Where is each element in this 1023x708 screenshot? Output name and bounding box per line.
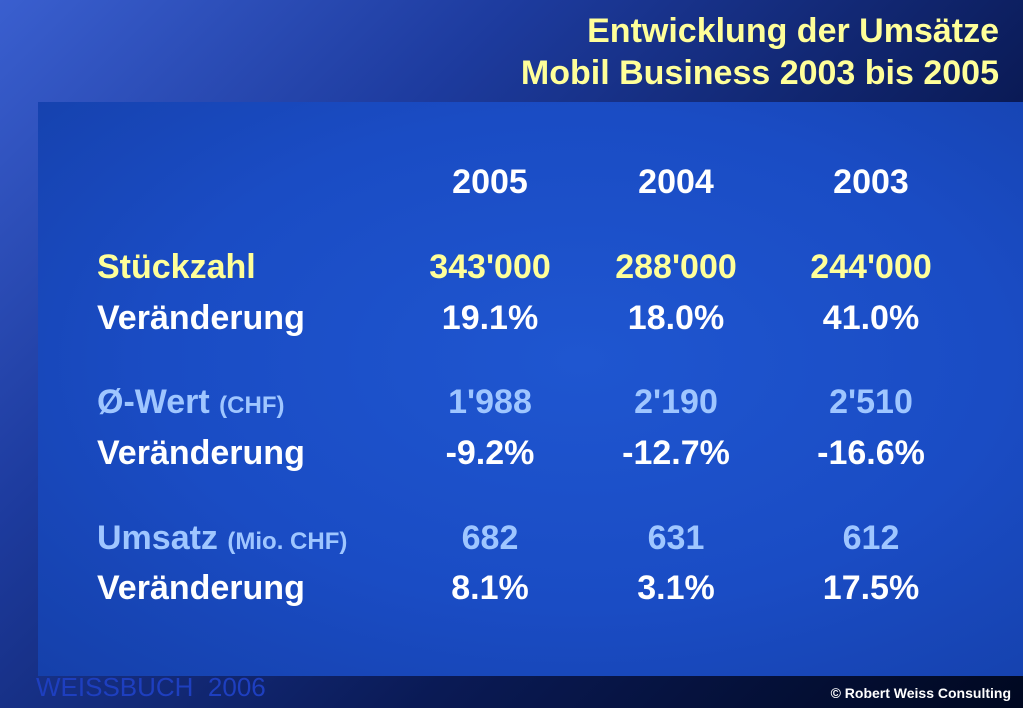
stueckzahl-2004: 288'000 [615, 248, 737, 286]
year-header-2005: 2005 [452, 163, 528, 201]
title-line-1: Entwicklung der Umsätze [587, 12, 999, 50]
stueckzahl-label: Stückzahl [97, 248, 256, 286]
data-table-panel: 2005 2004 2003 Stückzahl 343'000 288'000… [38, 102, 1023, 676]
umsatz-change-2003: 17.5% [822, 569, 920, 607]
wert-2004: 2'190 [634, 383, 718, 421]
umsatz-label: Umsatz (Mio. CHF) [97, 516, 347, 564]
wert-change-row: Veränderung -9.2% -12.7% -16.6% [38, 431, 1023, 475]
umsatz-unit: (Mio. CHF) [227, 528, 348, 555]
umsatz-change-row: Veränderung 8.1% 3.1% 17.5% [38, 566, 1023, 610]
umsatz-2003: 612 [842, 519, 900, 557]
wert-label-text: Ø-Wert [97, 383, 210, 421]
umsatz-label-text: Umsatz [97, 519, 218, 557]
wert-change-2004: -12.7% [622, 434, 730, 472]
year-header-row: 2005 2004 2003 [38, 160, 1023, 204]
year-header-2004: 2004 [638, 163, 714, 201]
stueckzahl-change-label: Veränderung [97, 299, 305, 337]
title-line-2: Mobil Business 2003 bis 2005 [520, 54, 999, 92]
year-header-2003: 2003 [833, 163, 909, 201]
wert-row: Ø-Wert (CHF) 1'988 2'190 2'510 [38, 380, 1023, 424]
wert-2005: 1'988 [448, 383, 532, 421]
stueckzahl-change-row: Veränderung 19.1% 18.0% 41.0% [38, 296, 1023, 340]
stueckzahl-change-2004: 18.0% [627, 299, 725, 337]
wert-label: Ø-Wert (CHF) [97, 380, 284, 428]
stueckzahl-2005: 343'000 [429, 248, 551, 286]
umsatz-2004: 631 [647, 519, 705, 557]
wert-2003: 2'510 [829, 383, 913, 421]
umsatz-change-2005: 8.1% [451, 569, 529, 607]
slide-title: Entwicklung der Umsätze Mobil Business 2… [521, 10, 999, 94]
stueckzahl-change-2005: 19.1% [441, 299, 539, 337]
weissbuch-footer: WEISSBUCH 2006 [36, 672, 266, 702]
umsatz-row: Umsatz (Mio. CHF) 682 631 612 [38, 516, 1023, 560]
umsatz-change-label: Veränderung [97, 569, 305, 607]
umsatz-2005: 682 [461, 519, 519, 557]
copyright-footer: © Robert Weiss Consulting [830, 685, 1011, 701]
stueckzahl-change-2003: 41.0% [822, 299, 920, 337]
wert-unit: (CHF) [219, 392, 285, 419]
umsatz-change-2004: 3.1% [637, 569, 715, 607]
wert-change-2003: -16.6% [817, 434, 925, 472]
stueckzahl-row: Stückzahl 343'000 288'000 244'000 [38, 245, 1023, 289]
wert-change-2005: -9.2% [445, 434, 535, 472]
wert-change-label: Veränderung [97, 434, 305, 472]
stueckzahl-2003: 244'000 [810, 248, 932, 286]
